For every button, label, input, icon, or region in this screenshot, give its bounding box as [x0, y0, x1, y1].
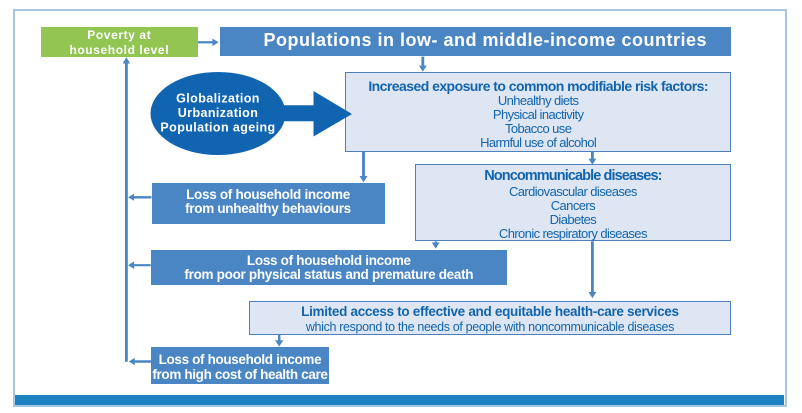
svg-text:Globalization: Globalization — [176, 92, 260, 106]
svg-text:Urbanization: Urbanization — [178, 106, 259, 120]
svg-text:Population ageing: Population ageing — [160, 120, 275, 134]
